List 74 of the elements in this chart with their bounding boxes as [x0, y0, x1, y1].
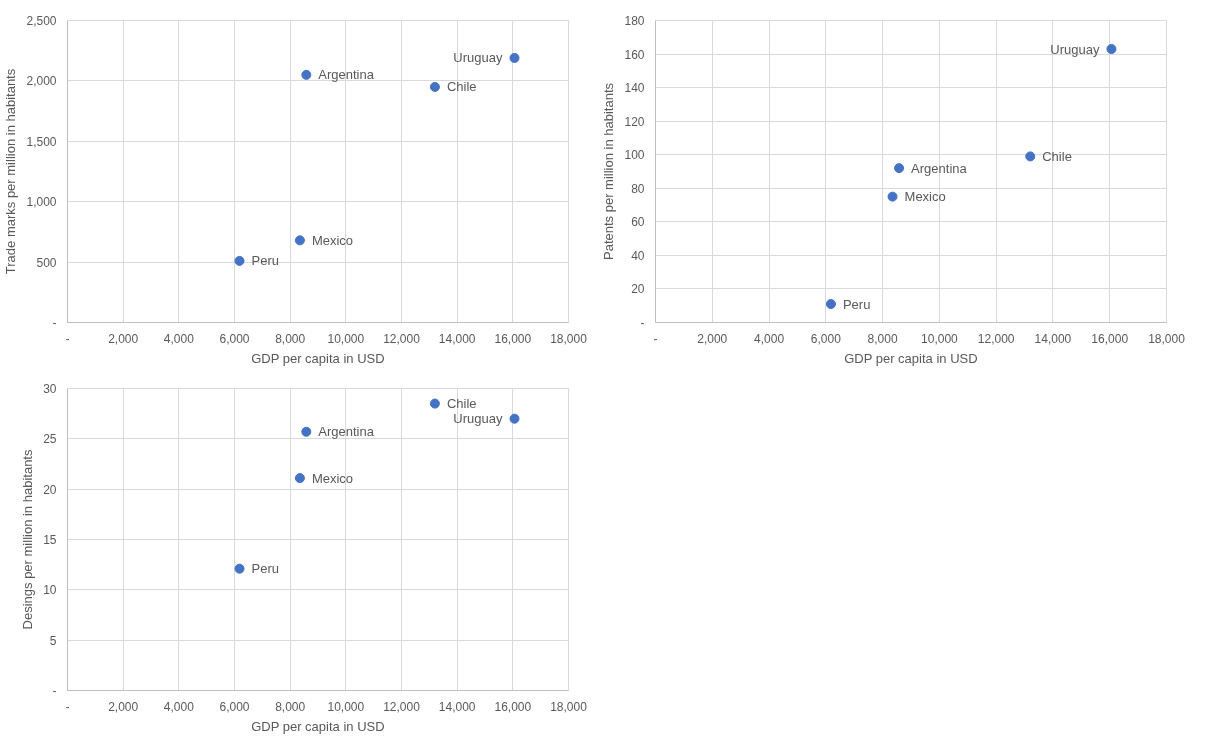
- series-label: Chile: [446, 396, 477, 412]
- y-tick-label: 2,500: [26, 14, 57, 28]
- y-tick-label: 10: [43, 583, 57, 598]
- series-label: Uruguay: [453, 50, 503, 66]
- y-tick-label: 15: [43, 533, 57, 547]
- y-tick-label: 40: [631, 248, 645, 263]
- x-tick-label: 16,000: [1091, 331, 1129, 346]
- y-tick-label: 30: [43, 382, 57, 396]
- x-tick-label: 6,000: [219, 699, 250, 714]
- y-tick-label: -: [640, 316, 645, 330]
- x-tick-label: 6,000: [219, 331, 250, 346]
- series-label: Argentina: [318, 424, 375, 440]
- y-axis-title: Trade marks per million in habitants: [3, 68, 19, 275]
- series-label: Argentina: [318, 67, 375, 83]
- x-axis-title: GDP per capita in USD: [251, 718, 385, 734]
- series-label: Chile: [446, 79, 477, 95]
- y-tick-label: 60: [631, 215, 645, 230]
- x-axis-title: GDP per capita in USD: [844, 350, 978, 366]
- series-label: Peru: [842, 296, 871, 312]
- y-tick-label: 20: [631, 282, 645, 297]
- y-tick-label: 180: [624, 14, 645, 28]
- x-axis-title: GDP per capita in USD: [251, 350, 385, 366]
- y-tick-label: 2,000: [26, 74, 57, 89]
- x-tick-label: 14,000: [438, 699, 476, 714]
- y-tick-label: 5: [49, 633, 57, 648]
- y-tick-label: 500: [36, 255, 57, 270]
- y-tick-label: 100: [624, 148, 645, 163]
- y-tick-label: 140: [624, 81, 645, 96]
- x-tick-label: 18,000: [550, 699, 588, 714]
- x-tick-label: 12,000: [383, 699, 421, 714]
- x-tick-label: 18,000: [1148, 331, 1186, 346]
- series-label: Peru: [251, 253, 279, 269]
- y-tick-label: 1,500: [26, 134, 57, 149]
- series-label: Peru: [251, 561, 279, 577]
- series-label: Argentina: [911, 160, 968, 176]
- x-tick-label: 12,000: [383, 331, 421, 346]
- x-tick-label: 10,000: [327, 699, 365, 714]
- x-tick-label: 8,000: [275, 699, 306, 714]
- x-tick-label: -: [65, 331, 70, 346]
- y-tick-label: -: [52, 684, 57, 698]
- series-label: Uruguay: [1050, 41, 1100, 57]
- x-tick-label: 16,000: [494, 331, 532, 346]
- y-axis-title: Patents per million in habitants: [601, 82, 617, 261]
- y-tick-label: 1,000: [26, 195, 57, 210]
- x-tick-label: -: [653, 331, 658, 346]
- series-label: Mexico: [904, 189, 946, 205]
- x-tick-label: -: [65, 699, 70, 714]
- y-tick-label: 25: [43, 432, 57, 447]
- series-label: Chile: [1042, 148, 1072, 164]
- series-label: Uruguay: [453, 411, 503, 427]
- x-tick-label: 8,000: [275, 331, 306, 346]
- x-tick-label: 2,000: [697, 331, 728, 346]
- y-tick-label: 80: [631, 181, 645, 196]
- x-tick-label: 2,000: [108, 331, 139, 346]
- y-tick-label: 20: [43, 482, 57, 497]
- y-tick-label: 120: [624, 114, 645, 129]
- y-tick-label: -: [52, 316, 57, 330]
- series-label: Mexico: [311, 470, 354, 486]
- x-tick-label: 8,000: [867, 331, 898, 346]
- x-tick-label: 4,000: [754, 331, 785, 346]
- x-tick-label: 10,000: [327, 331, 365, 346]
- y-tick-label: 160: [624, 47, 645, 62]
- x-tick-label: 12,000: [977, 331, 1015, 346]
- series-label: Mexico: [311, 232, 354, 248]
- y-axis-title: Desings per million in habitants: [20, 449, 36, 630]
- x-tick-label: 4,000: [163, 699, 195, 714]
- x-tick-label: 18,000: [550, 331, 588, 346]
- x-tick-label: 14,000: [1034, 331, 1072, 346]
- x-tick-label: 4,000: [163, 331, 195, 346]
- x-tick-label: 14,000: [438, 331, 476, 346]
- x-tick-label: 2,000: [108, 699, 139, 714]
- x-tick-label: 16,000: [494, 699, 532, 714]
- x-tick-label: 10,000: [921, 331, 959, 346]
- x-tick-label: 6,000: [810, 331, 842, 346]
